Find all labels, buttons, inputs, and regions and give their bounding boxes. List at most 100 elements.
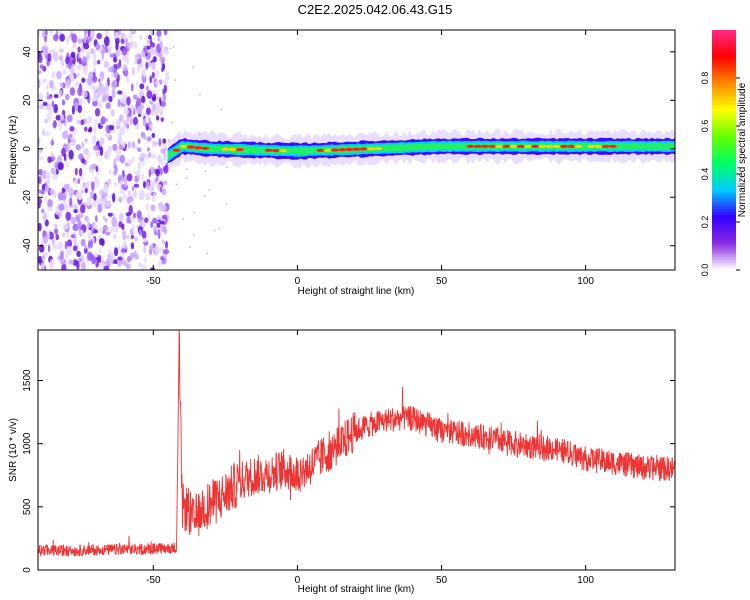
stray-pixel [192,234,195,236]
noise-speckle [142,181,147,189]
noise-speckle [78,97,82,103]
noise-speckle [139,83,145,90]
noise-speckle [145,203,149,211]
noise-speckle [59,55,63,61]
noise-speckle [134,236,139,242]
noise-speckle [121,231,126,239]
noise-speckle [126,115,129,123]
noise-speckle [96,32,102,40]
noise-speckle [86,50,91,58]
noise-speckle [122,260,128,266]
noise-speckle [162,93,167,102]
noise-speckle [83,247,88,254]
noise-speckle [134,170,140,176]
noise-speckle [38,182,41,189]
spectrogram-y-ticks: -40 -20 0 20 40 [22,46,675,253]
noise-speckle [131,30,135,34]
noise-speckle [160,224,165,233]
noise-speckle [93,253,99,258]
noise-speckle [92,75,98,83]
noise-speckle [146,90,153,99]
noise-speckle [74,167,78,176]
noise-speckle [73,209,78,214]
noise-speckle [49,48,55,56]
noise-speckle [44,184,50,193]
noise-speckle [69,133,72,139]
noise-speckle [108,255,113,266]
noise-speckle [84,215,89,222]
noise-speckle [45,84,49,91]
noise-speckle [102,224,108,232]
noise-speckle [39,64,44,69]
noise-speckle [92,85,96,91]
spectrogram-x-ticks: -50 0 50 100 [146,30,594,287]
noise-speckle [95,43,101,51]
noise-speckle [88,126,93,132]
noise-speckle [118,196,123,203]
noise-speckle [112,143,118,151]
noise-speckle [107,77,110,87]
noise-speckle [57,255,61,261]
noise-speckle [70,51,76,58]
noise-speckle [86,77,93,86]
x-tick-label: 50 [436,575,448,586]
noise-speckle [83,148,89,155]
band-hot-spot [587,144,596,148]
noise-speckle [42,211,47,222]
noise-speckle [115,49,121,57]
band-hot-spot [338,148,347,152]
noise-speckle [131,141,136,149]
band-hot-spot [574,144,583,148]
band-hot-spot [228,147,237,151]
noise-speckle [152,90,157,96]
colorbar-tick-label: 0.8 [700,72,710,85]
noise-speckle [149,100,154,105]
band-hot-spot [345,147,354,152]
noise-speckle [87,222,91,229]
band-hot-spot [545,144,554,148]
noise-speckle [41,262,45,270]
noise-speckle [75,144,81,151]
noise-speckle [124,181,128,187]
noise-speckle [65,249,69,260]
noise-speckle [118,221,123,228]
noise-speckle [103,265,110,270]
noise-speckle [77,208,81,215]
noise-speckle [77,104,83,114]
stray-pixel [199,93,201,96]
noise-speckle [69,126,75,132]
noise-speckle [84,126,88,132]
noise-speckle [159,51,163,60]
noise-speckle [94,119,98,125]
y-tick-label: -20 [22,190,33,205]
noise-speckle [101,200,107,210]
noise-speckle [125,212,131,217]
noise-speckle [165,240,168,249]
noise-speckle [59,33,65,42]
y-tick-label: 1500 [22,369,33,392]
noise-speckle [98,227,102,234]
noise-speckle [158,157,163,164]
band-hot-spot [466,144,475,148]
noise-speckle [72,245,78,252]
noise-speckle [146,136,152,142]
noise-speckle [41,208,45,214]
noise-speckle [69,197,73,207]
noise-speckle [51,100,55,108]
noise-speckle [151,132,156,138]
noise-speckle [133,94,138,100]
noise-speckle [107,145,113,154]
noise-speckle [98,238,104,246]
noise-speckle [157,229,161,240]
noise-speckle [165,210,169,216]
noise-speckle [161,188,167,196]
noise-speckle [69,87,76,96]
noise-speckle [119,212,124,222]
noise-speckle [161,162,166,167]
noise-speckle [144,257,147,264]
noise-speckle [117,74,120,82]
stray-pixel [226,166,228,169]
stray-pixel [192,66,194,68]
noise-speckle [84,64,88,75]
band-hot-spot [495,144,504,148]
